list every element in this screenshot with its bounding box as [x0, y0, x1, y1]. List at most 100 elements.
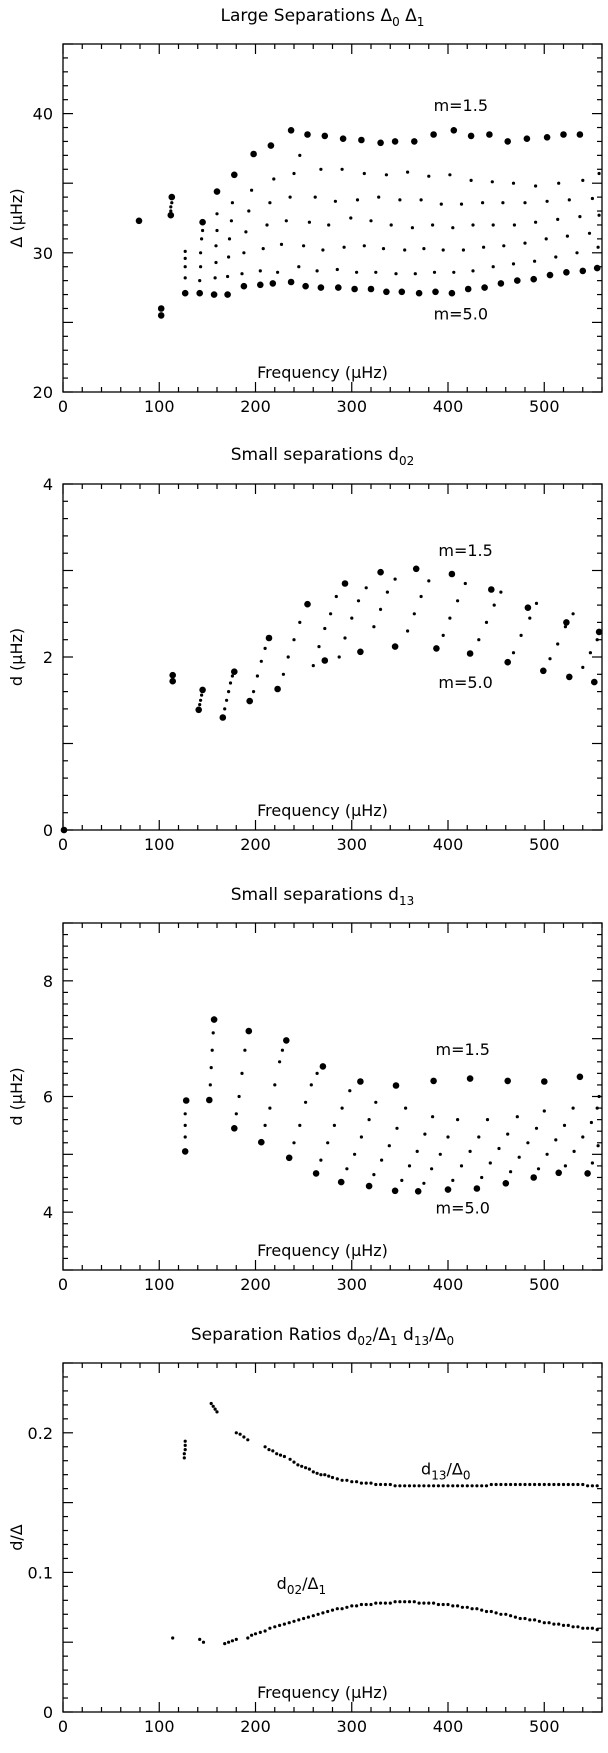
data-point — [227, 237, 232, 241]
data-point — [595, 1628, 599, 1632]
data-point — [245, 1027, 253, 1035]
data-point — [393, 1600, 397, 1604]
data-point — [319, 167, 323, 171]
data-point — [297, 265, 301, 269]
data-point — [214, 260, 218, 265]
data-point — [446, 1135, 450, 1139]
data-point — [292, 171, 296, 176]
data-point — [514, 277, 521, 284]
data-point — [182, 1452, 186, 1456]
data-point — [413, 272, 417, 276]
data-point — [258, 1630, 262, 1634]
data-point — [198, 279, 202, 283]
data-point — [60, 826, 68, 834]
data-point — [183, 1135, 187, 1139]
x-tick-label: 100 — [144, 1275, 175, 1294]
data-point — [213, 276, 217, 280]
data-point — [315, 269, 319, 273]
x-tick-label: 200 — [240, 1717, 271, 1736]
data-point — [530, 275, 537, 283]
x-axis-label: Frequency (μHz) — [257, 363, 388, 382]
data-point — [298, 153, 302, 157]
data-point — [451, 226, 455, 230]
data-point — [230, 674, 234, 678]
data-point — [481, 284, 488, 291]
data-point — [359, 1481, 363, 1485]
data-series — [198, 577, 599, 711]
data-point — [332, 1123, 336, 1127]
data-point — [450, 127, 458, 134]
data-point — [557, 181, 561, 185]
x-tick-label: 300 — [336, 835, 367, 854]
data-point — [326, 1609, 330, 1614]
x-tick-label: 300 — [336, 1275, 367, 1294]
data-point — [329, 612, 333, 616]
data-point — [227, 255, 231, 259]
data-point — [364, 586, 368, 590]
data-point — [497, 280, 505, 287]
data-point — [392, 1082, 400, 1089]
data-point — [565, 234, 570, 238]
data-point — [461, 248, 465, 252]
data-point — [410, 226, 414, 230]
data-point — [389, 223, 393, 227]
data-point — [441, 1602, 445, 1607]
data-point — [571, 1625, 575, 1629]
data-point — [542, 1482, 546, 1487]
data-point — [255, 674, 259, 678]
data-point — [337, 655, 341, 659]
data-point — [278, 1060, 282, 1064]
data-point — [343, 636, 347, 640]
data-point — [304, 131, 311, 138]
data-point — [482, 245, 486, 249]
data-point — [404, 1106, 408, 1110]
data-point — [576, 1073, 584, 1081]
data-point — [309, 1083, 313, 1087]
data-point — [350, 1604, 354, 1608]
data-point — [556, 217, 560, 221]
x-tick-label: 500 — [529, 1275, 560, 1294]
data-point — [542, 1621, 546, 1625]
data-point — [499, 1482, 503, 1487]
x-tick-label: 0 — [58, 397, 68, 416]
data-point — [302, 282, 309, 290]
data-point — [315, 1471, 319, 1475]
data-point — [319, 1473, 323, 1477]
data-point — [422, 1484, 426, 1488]
data-point — [258, 1138, 265, 1146]
data-point — [372, 625, 376, 629]
data-point — [292, 638, 296, 642]
data-point — [345, 1605, 349, 1609]
data-point — [595, 638, 599, 642]
data-point — [528, 1618, 532, 1622]
data-point — [215, 228, 219, 233]
data-point — [417, 1484, 421, 1488]
data-point — [377, 568, 384, 576]
data-point — [380, 1158, 384, 1162]
chart-title: Small separations d13 — [231, 885, 414, 908]
data-point — [597, 171, 601, 176]
data-point — [296, 1463, 300, 1467]
data-point — [534, 601, 539, 606]
data-point — [400, 1178, 404, 1182]
data-point — [272, 177, 276, 181]
data-point — [183, 1439, 187, 1443]
data-point — [486, 131, 493, 138]
y-tick-label: 0 — [43, 1703, 53, 1722]
data-point — [374, 1100, 378, 1104]
data-point — [335, 267, 339, 272]
data-point — [499, 1612, 503, 1616]
data-series — [60, 565, 603, 834]
data-point — [504, 1482, 508, 1487]
data-point — [330, 1608, 335, 1612]
data-point — [224, 291, 231, 298]
data-point — [412, 612, 416, 616]
data-point — [388, 1482, 392, 1487]
data-point — [183, 1443, 187, 1447]
data-point — [436, 1484, 440, 1488]
data-point — [597, 213, 601, 217]
data-point — [584, 1170, 591, 1177]
data-point — [183, 249, 187, 253]
data-point — [170, 201, 174, 205]
data-point — [333, 199, 337, 203]
